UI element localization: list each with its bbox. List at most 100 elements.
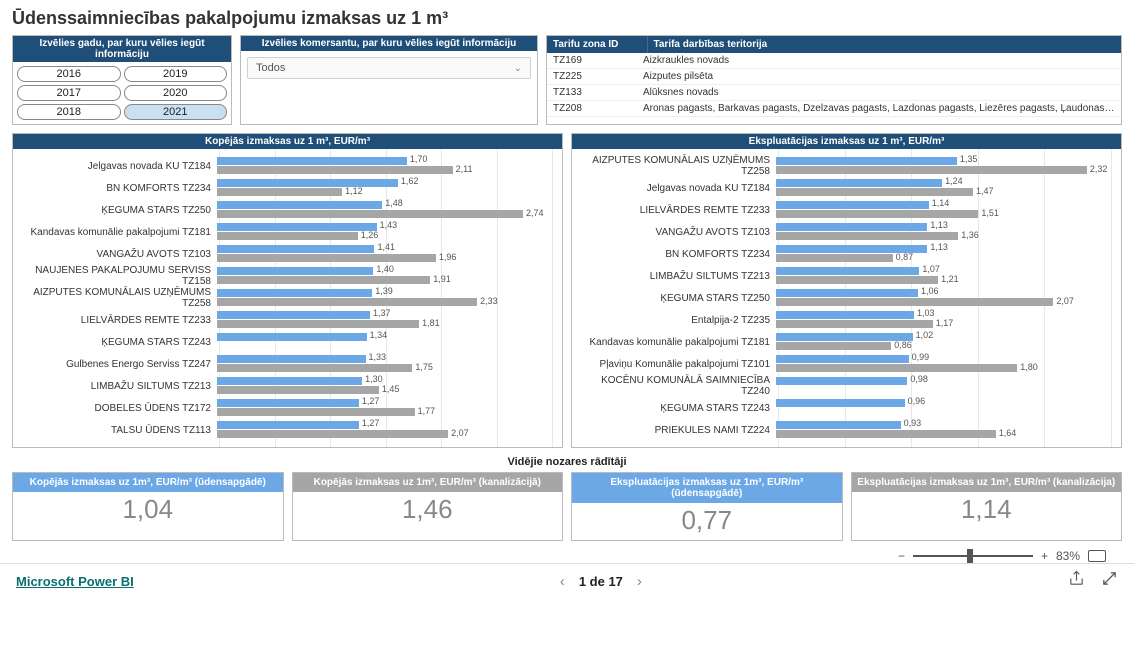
year-button[interactable]: 2020 (124, 85, 228, 101)
bar-series-b[interactable] (776, 298, 1053, 306)
fullscreen-icon[interactable] (1101, 570, 1118, 592)
table-row[interactable]: TZ208Aronas pagasts, Barkavas pagasts, D… (547, 101, 1121, 117)
bar-series-b[interactable] (217, 364, 412, 372)
fit-to-window-icon[interactable] (1088, 550, 1106, 562)
bar-series-b[interactable] (217, 320, 419, 328)
bar-series-b[interactable] (217, 188, 342, 196)
bar-series-b[interactable] (776, 232, 958, 240)
bar-series-b[interactable] (217, 430, 448, 438)
tariff-col-id[interactable]: Tarifu zona ID (547, 36, 647, 53)
table-row[interactable]: TZ133Alūksnes novads (547, 85, 1121, 101)
bar-series-a[interactable] (217, 421, 359, 429)
bar-series-b[interactable] (776, 364, 1017, 372)
zoom-in-button[interactable]: + (1041, 549, 1048, 563)
bar-series-a[interactable] (776, 157, 957, 165)
bar-row: ĶEGUMA STARS TZ2501,482,74 (17, 199, 552, 221)
bar-series-b[interactable] (776, 320, 933, 328)
bar-series-b[interactable] (217, 408, 415, 416)
bar-series-b[interactable] (217, 232, 358, 240)
bar-series-a[interactable] (776, 289, 918, 297)
bar-series-a[interactable] (217, 201, 382, 209)
bar-value-b: 2,11 (456, 164, 473, 174)
bar-label: VANGAŽU AVOTS TZ103 (17, 249, 217, 260)
bar-series-a[interactable] (217, 399, 359, 407)
bar-series-b[interactable] (217, 386, 379, 394)
bar-series-a[interactable] (776, 355, 909, 363)
bar-value-b: 0,86 (894, 340, 912, 350)
bar-series-b[interactable] (776, 166, 1087, 174)
bar-series-b[interactable] (776, 210, 978, 218)
kpi-card: Kopējās izmaksas uz 1m³, EUR/m³ (ūdensap… (12, 472, 284, 541)
powerbi-brand-link[interactable]: Microsoft Power BI (16, 574, 134, 589)
bar-series-a[interactable] (217, 355, 366, 363)
bar-series-a[interactable] (776, 267, 919, 275)
bar-series-a[interactable] (217, 311, 370, 319)
bar-series-b[interactable] (217, 298, 477, 306)
tariff-scroll[interactable]: TZ169Aizkraukles novadsTZ225Aizputes pil… (547, 53, 1121, 117)
bar-value-a: 1,27 (362, 396, 380, 406)
bar-series-a[interactable] (217, 157, 407, 165)
year-button[interactable]: 2021 (124, 104, 228, 120)
bar-series-a[interactable] (217, 179, 398, 187)
bar-series-a[interactable] (217, 245, 374, 253)
year-button[interactable]: 2019 (124, 66, 228, 82)
bar-series-a[interactable] (776, 421, 901, 429)
bar-series-a[interactable] (217, 289, 372, 297)
chart-left-title: Kopējās izmaksas uz 1 m³, EUR/m³ (13, 134, 562, 149)
table-row[interactable]: TZ225Aizputes pilsēta (547, 69, 1121, 85)
bar-value-b: 2,07 (1056, 296, 1074, 306)
bar-series-b[interactable] (217, 210, 523, 218)
bar-series-b[interactable] (776, 276, 938, 284)
bar-value-a: 1,13 (930, 242, 948, 252)
bar-label: ĶEGUMA STARS TZ243 (17, 337, 217, 348)
bar-series-b[interactable] (217, 254, 436, 262)
bar-label: LIELVĀRDES REMTE TZ233 (17, 315, 217, 326)
year-button[interactable]: 2016 (17, 66, 121, 82)
bar-label: ĶEGUMA STARS TZ243 (576, 403, 776, 414)
bar-row: Jelgavas novada KU TZ1841,702,11 (17, 155, 552, 177)
bar-value-a: 1,48 (385, 198, 403, 208)
tariff-col-territory[interactable]: Tarifa darbības teritorija (647, 36, 1121, 53)
bar-series-a[interactable] (776, 333, 913, 341)
bar-series-b[interactable] (776, 188, 973, 196)
year-button[interactable]: 2017 (17, 85, 121, 101)
bar-value-b: 1,47 (976, 186, 994, 196)
zoom-out-button[interactable]: − (898, 549, 905, 563)
bar-series-b[interactable] (217, 276, 430, 284)
bar-series-a[interactable] (217, 267, 373, 275)
bar-label: PRIEKULES NAMI TZ224 (576, 425, 776, 436)
bar-series-a[interactable] (776, 179, 942, 187)
zoom-slider[interactable] (913, 555, 1033, 557)
bar-series-b[interactable] (776, 342, 891, 350)
bar-value-b: 2,74 (526, 208, 544, 218)
share-icon[interactable] (1068, 570, 1085, 592)
bar-series-a[interactable] (776, 399, 905, 407)
bar-row: NAUJENES PAKALPOJUMU SERVISS TZ1581,401,… (17, 265, 552, 287)
bar-value-b: 2,07 (451, 428, 469, 438)
zoom-percent: 83% (1056, 549, 1080, 563)
bar-series-a[interactable] (217, 223, 377, 231)
page-title: Ūdenssaimniecības pakalpojumu izmaksas u… (12, 8, 1122, 29)
bar-series-a[interactable] (776, 311, 914, 319)
table-row[interactable]: TZ169Aizkraukles novads (547, 53, 1121, 69)
pager-status: 1 de 17 (579, 574, 623, 589)
bar-series-a[interactable] (217, 333, 367, 341)
bar-series-b[interactable] (776, 254, 893, 262)
prev-page-button[interactable]: ‹ (560, 573, 565, 590)
year-button[interactable]: 2018 (17, 104, 121, 120)
bar-series-b[interactable] (217, 166, 453, 174)
next-page-button[interactable]: › (637, 573, 642, 590)
bar-series-a[interactable] (776, 201, 929, 209)
bar-value-a: 1,41 (377, 242, 395, 252)
bar-value-a: 1,27 (362, 418, 380, 428)
bar-series-a[interactable] (217, 377, 362, 385)
bar-series-b[interactable] (776, 430, 996, 438)
bar-value-b: 2,32 (1090, 164, 1108, 174)
bar-row: Pļaviņu Komunālie pakalpojumi TZ1010,991… (576, 353, 1111, 375)
bar-series-a[interactable] (776, 377, 907, 385)
year-picker: Izvēlies gadu, par kuru vēlies iegūt inf… (12, 35, 232, 125)
merchant-dropdown[interactable]: Todos ⌄ (247, 57, 531, 79)
bar-series-a[interactable] (776, 223, 927, 231)
bar-value-b: 1,64 (999, 428, 1017, 438)
kpi-card-value: 1,14 (852, 492, 1122, 529)
